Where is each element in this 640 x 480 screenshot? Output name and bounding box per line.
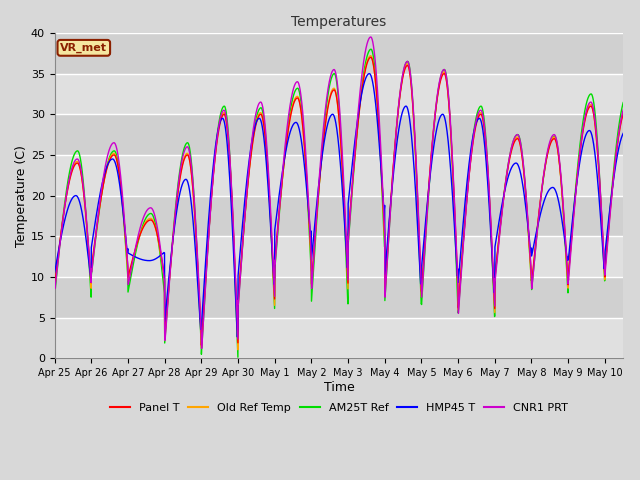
Bar xyxy=(54,73,623,114)
Bar xyxy=(54,33,623,73)
Bar xyxy=(54,236,623,277)
Bar xyxy=(54,277,623,318)
Legend: Panel T, Old Ref Temp, AM25T Ref, HMP45 T, CNR1 PRT: Panel T, Old Ref Temp, AM25T Ref, HMP45 … xyxy=(106,399,572,418)
Bar xyxy=(54,155,623,195)
Bar xyxy=(54,318,623,358)
Y-axis label: Temperature (C): Temperature (C) xyxy=(15,144,28,247)
Bar xyxy=(54,195,623,236)
X-axis label: Time: Time xyxy=(324,381,355,394)
Bar xyxy=(54,114,623,155)
Text: VR_met: VR_met xyxy=(60,43,108,53)
Title: Temperatures: Temperatures xyxy=(291,15,387,29)
